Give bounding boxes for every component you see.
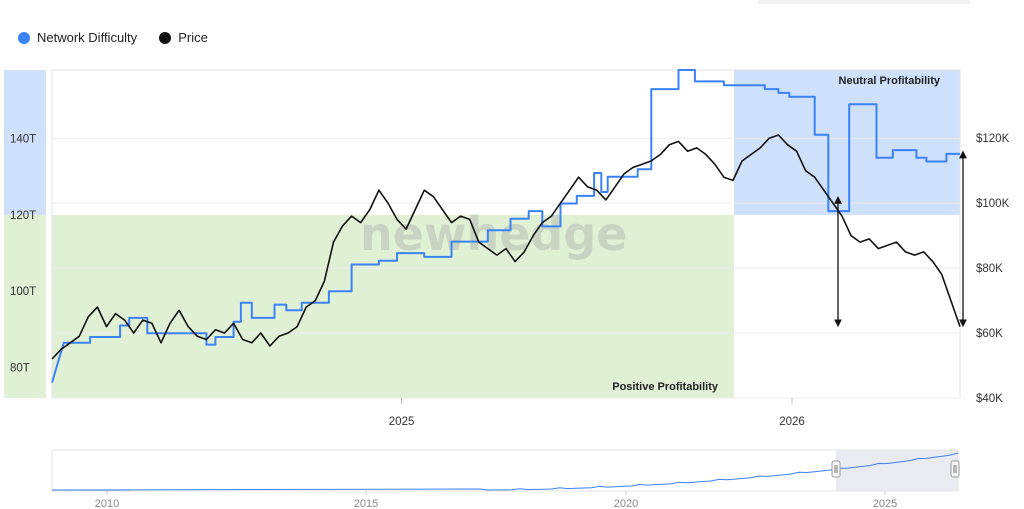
legend-item-network-difficulty[interactable]: Network Difficulty <box>18 30 137 45</box>
series-line-price <box>51 134 961 360</box>
chart-legend: Network Difficulty Price <box>18 30 208 45</box>
zone-label-positive: Positive Profitability <box>612 381 719 393</box>
navigator-tick: 2025 <box>873 498 897 509</box>
zone-positive-axis-strip <box>4 214 46 398</box>
navigator-tick: 2020 <box>614 498 638 509</box>
legend-label-price: Price <box>178 30 208 45</box>
navigator-handle-left <box>831 460 841 478</box>
legend-item-price[interactable]: Price <box>159 30 208 45</box>
left-axis-tick: 140T <box>10 134 36 146</box>
right-axis-tick: $100K <box>976 198 1010 210</box>
navigator-tick: 2010 <box>95 498 119 509</box>
right-axis-tick: $40K <box>976 393 1003 405</box>
navigator-handle-right <box>950 460 960 478</box>
navigator-tick: 2015 <box>354 498 378 509</box>
navigator-series <box>51 452 959 491</box>
left-axis-tick: 120T <box>10 210 36 222</box>
right-axis-tick: $60K <box>976 328 1003 340</box>
top-strip <box>758 0 970 4</box>
navigator-frame <box>51 449 959 492</box>
x-axis-tick: 2026 <box>779 416 805 428</box>
zone-neutral-axis-strip <box>4 70 46 215</box>
navigator[interactable]: 2010 2015 2020 2025 <box>51 449 960 509</box>
annotations-layer <box>834 150 967 328</box>
series-line-network-difficulty <box>51 69 960 383</box>
zone-label-neutral: Neutral Profitability <box>839 75 941 87</box>
left-axis-tick: 100T <box>10 286 36 298</box>
x-axis-tick: 2025 <box>389 416 415 428</box>
left-axis-tick: 80T <box>10 362 30 374</box>
right-axis-tick: $120K <box>976 133 1010 145</box>
legend-dot-network-difficulty <box>18 31 30 44</box>
zone-neutral <box>734 70 960 215</box>
zone-positive <box>52 214 734 398</box>
axes-layer: $40K $60K $80K $100K $120K 80T 100T 120T 140T 202… <box>10 133 1010 428</box>
zones-layer: Positive Profitability Neutral Profitabil… <box>4 70 960 398</box>
legend-label-network-difficulty: Network Difficulty <box>37 30 138 45</box>
right-axis-tick: $80K <box>976 263 1003 275</box>
legend-dot-price <box>159 31 172 44</box>
series-layer <box>51 69 961 383</box>
